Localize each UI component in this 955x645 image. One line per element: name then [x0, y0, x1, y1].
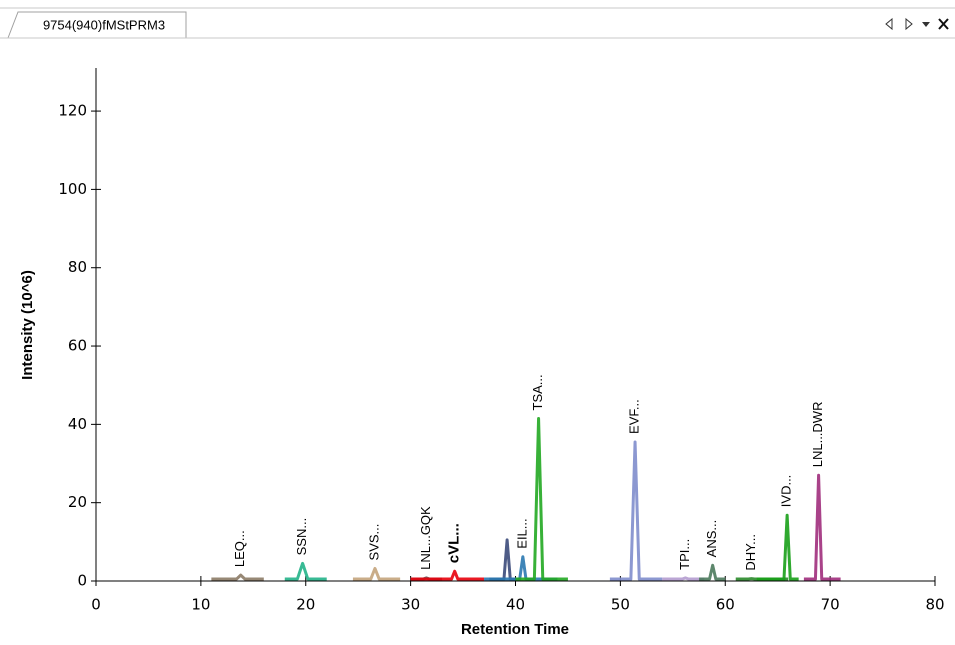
peak-label: LNL...DWR: [810, 402, 825, 468]
y-axis-title: Intensity (10^6): [19, 270, 36, 380]
tab-title[interactable]: 9754(940)fMStPRM3: [43, 17, 165, 32]
chromatogram-trace: [211, 573, 264, 581]
peak-label: cVL...: [446, 523, 463, 563]
peak-label: EIL...: [514, 518, 529, 548]
y-tick-label: 120: [58, 102, 87, 120]
x-tick-label: 60: [716, 596, 735, 614]
peak-label: ANS...: [704, 520, 719, 558]
x-tick-label: 30: [401, 596, 420, 614]
tab-controls: [885, 17, 949, 31]
y-tick-label: 60: [68, 337, 87, 355]
chromatogram-trace: [352, 566, 401, 581]
x-tick-label: 80: [925, 596, 944, 614]
y-tick-label: 100: [58, 180, 87, 198]
x-tick-label: 70: [821, 596, 840, 614]
peak-label: SSN...: [294, 518, 309, 556]
tab[interactable]: [7, 11, 187, 39]
peak-label: SVS...: [366, 524, 381, 561]
chromatogram-trace: [662, 576, 705, 581]
chromatogram-trace: [515, 416, 568, 581]
x-tick-label: 0: [91, 596, 101, 614]
peak-label: TPI...: [677, 539, 692, 570]
y-tick-label: 0: [77, 572, 87, 590]
chromatogram-trace: [410, 569, 485, 581]
x-axis-title: Retention Time: [461, 621, 569, 638]
chromatogram-trace: [699, 563, 726, 581]
x-tick-label: 40: [506, 596, 525, 614]
x-tick-label: 50: [611, 596, 630, 614]
peak-label: LNL...GQK: [418, 506, 433, 570]
prev-tab-button[interactable]: [885, 17, 893, 31]
chromatogram-trace: [489, 538, 516, 581]
y-tick-label: 80: [68, 258, 87, 276]
peak-label: LEQ...: [232, 530, 247, 567]
peak-label: EVF...: [626, 399, 641, 434]
peak-label: TSA...: [530, 374, 545, 410]
dropdown-button[interactable]: [922, 22, 930, 27]
peak-label: DHY...: [743, 534, 758, 571]
peak-label: IVD...: [779, 475, 794, 508]
chromatogram-trace: [484, 555, 558, 581]
chromatogram-trace: [803, 473, 841, 581]
close-button[interactable]: [938, 18, 949, 30]
x-tick-label: 20: [296, 596, 315, 614]
y-tick-label: 20: [68, 493, 87, 511]
chromatogram-trace: [609, 440, 663, 581]
next-tab-button[interactable]: [905, 17, 913, 31]
y-tick-label: 40: [68, 415, 87, 433]
chromatogram-trace: [284, 561, 327, 581]
chromatogram-trace: [756, 513, 799, 581]
x-tick-label: 10: [191, 596, 210, 614]
